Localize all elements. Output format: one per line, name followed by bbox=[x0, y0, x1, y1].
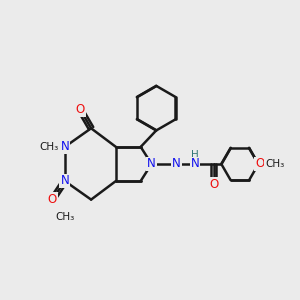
Text: N: N bbox=[190, 158, 199, 170]
Text: CH₃: CH₃ bbox=[55, 212, 74, 222]
Text: O: O bbox=[255, 158, 265, 170]
Text: CH₃: CH₃ bbox=[40, 142, 59, 152]
Text: N: N bbox=[60, 175, 69, 188]
Text: N: N bbox=[60, 140, 69, 153]
Text: N: N bbox=[147, 158, 156, 170]
Text: O: O bbox=[76, 103, 85, 116]
Text: H: H bbox=[191, 150, 199, 160]
Text: O: O bbox=[48, 193, 57, 206]
Text: O: O bbox=[209, 178, 218, 190]
Text: N: N bbox=[172, 158, 181, 170]
Text: CH₃: CH₃ bbox=[265, 159, 284, 169]
